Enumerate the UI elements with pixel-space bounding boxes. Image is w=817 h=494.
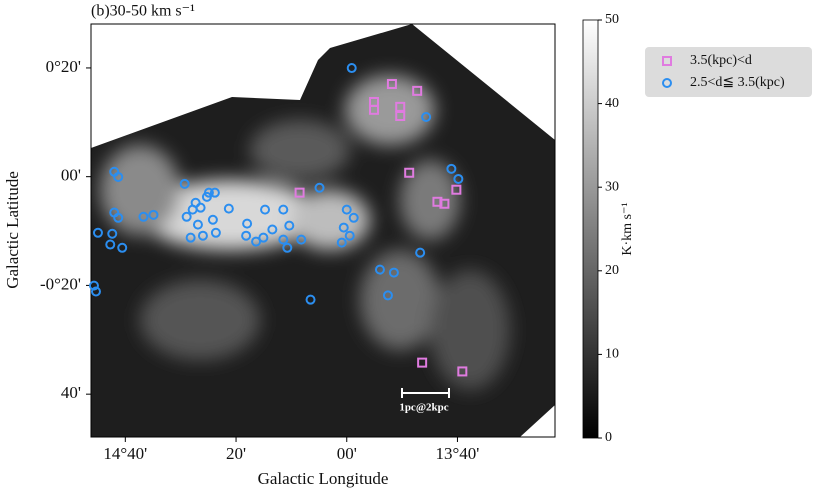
marker-square	[294, 187, 305, 198]
marker-circle	[278, 234, 289, 245]
marker-circle	[90, 286, 101, 297]
marker-circle	[113, 171, 124, 182]
emission	[100, 75, 510, 390]
colorbar-tick-label: 40	[605, 96, 619, 111]
legend-label: 2.5<d≦ 3.5(kpc)	[690, 75, 785, 90]
marker-square	[368, 104, 379, 115]
colorbar	[582, 19, 599, 439]
marker-circle	[241, 230, 252, 241]
marker-circle	[92, 227, 103, 238]
marker-circle	[346, 63, 357, 74]
marker-circle	[374, 264, 385, 275]
marker-square	[451, 184, 462, 195]
chart-title: (b)30-50 km s⁻¹	[91, 3, 195, 20]
marker-circle	[341, 204, 352, 215]
marker-circle	[284, 220, 295, 231]
y-tick-label: 40'	[61, 383, 81, 402]
marker-square	[417, 357, 428, 368]
colorbar-tick-label: 30	[605, 179, 619, 194]
marker-square	[404, 167, 415, 178]
y-tick-label: 0°20'	[46, 57, 81, 76]
marker-circle	[201, 191, 212, 202]
marker-circle	[258, 232, 269, 243]
x-axis-label: Galactic Longitude	[258, 469, 389, 488]
y-tick-label: -0°20'	[40, 274, 81, 293]
marker-circle	[117, 242, 128, 253]
colorbar-label: K·km s⁻¹	[620, 202, 635, 255]
marker-circle	[421, 111, 432, 122]
marker-square	[395, 110, 406, 121]
marker-circle	[209, 187, 220, 198]
marker-square	[439, 198, 450, 209]
marker-circle	[207, 214, 218, 225]
marker-circle	[415, 247, 426, 258]
marker-circle	[278, 204, 289, 215]
marker-square	[457, 366, 468, 377]
marker-circle	[314, 182, 325, 193]
marker-circle	[382, 290, 393, 301]
marker-circle	[344, 230, 355, 241]
marker-circle	[223, 203, 234, 214]
marker-circle	[105, 239, 116, 250]
marker-circle	[260, 204, 271, 215]
marker-circle	[338, 222, 349, 233]
colorbar-tick-label: 0	[605, 430, 612, 445]
marker-circle	[88, 280, 99, 291]
colorbar-tick-label: 20	[605, 263, 619, 278]
x-tick-label: 00'	[337, 444, 357, 463]
marker-circle	[197, 230, 208, 241]
marker-circle	[251, 236, 262, 247]
marker-circle	[305, 294, 316, 305]
marker-square	[386, 79, 397, 90]
plot-frame	[90, 23, 556, 438]
legend-label: 3.5(kpc)<d	[690, 53, 752, 68]
y-tick-label: 00'	[61, 166, 81, 185]
marker-circle	[185, 232, 196, 243]
marker-circle	[453, 173, 464, 184]
marker-circle	[107, 228, 118, 239]
marker-square	[395, 101, 406, 112]
marker-circle	[210, 227, 221, 238]
marker-circle	[348, 212, 359, 223]
marker-circle	[138, 211, 149, 222]
x-tick-label: 20'	[226, 444, 246, 463]
marker-circle	[388, 267, 399, 278]
intensity-map	[91, 24, 555, 437]
marker-circle	[267, 224, 278, 235]
marker-circle	[336, 237, 347, 248]
scale-bar-label: 1pc@2kpc	[399, 402, 448, 414]
y-axis-label: Galactic Latitude	[3, 171, 22, 289]
x-tick-label: 14°40'	[103, 444, 147, 463]
marker-circle	[282, 242, 293, 253]
marker-circle	[179, 178, 190, 189]
marker-circle	[662, 78, 672, 88]
marker-circle	[187, 204, 198, 215]
x-tick-label: 13°40'	[436, 444, 480, 463]
marker-circle	[446, 163, 457, 174]
marker-circle	[192, 219, 203, 230]
marker-circle	[242, 218, 253, 229]
marker-circle	[296, 234, 307, 245]
marker-square	[662, 56, 672, 66]
marker-circle	[148, 209, 159, 220]
marker-square	[412, 85, 423, 96]
marker-circle	[181, 211, 192, 222]
marker-circle	[113, 212, 124, 223]
marker-square	[432, 196, 443, 207]
colorbar-tick-label: 50	[605, 12, 619, 27]
colorbar-tick-label: 10	[605, 347, 619, 362]
legend-box	[645, 47, 812, 97]
